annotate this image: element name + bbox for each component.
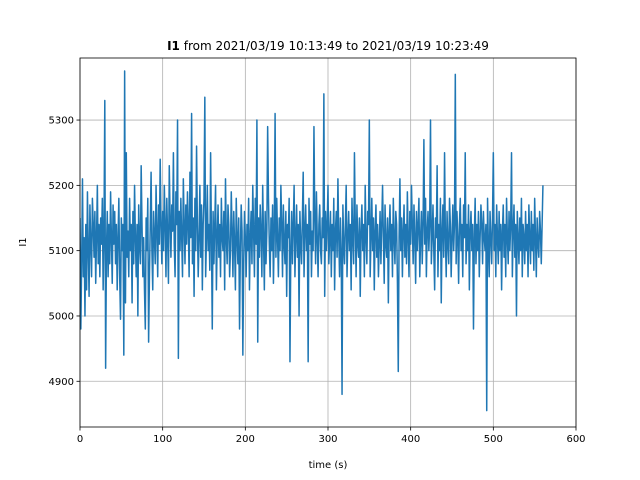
y-tick-label-5000: 5000 — [49, 311, 74, 322]
chart-title-bold: I1 — [167, 39, 180, 53]
y-tick-label-5300: 5300 — [49, 116, 74, 127]
y-axis-label: I1 — [18, 237, 29, 246]
y-tick-label-5100: 5100 — [49, 246, 74, 257]
y-tick-label-5200: 5200 — [49, 181, 74, 192]
series-line-i1 — [80, 70, 544, 412]
x-tick-label-200: 200 — [236, 434, 255, 445]
x-tick-label-600: 600 — [566, 434, 585, 445]
plot-frame — [79, 57, 577, 428]
x-tick-label-500: 500 — [484, 434, 503, 445]
x-tick-label-400: 400 — [401, 434, 420, 445]
x-tick-label-0: 0 — [77, 434, 83, 445]
y-tick-label-4900: 4900 — [49, 377, 74, 388]
x-tick-label-100: 100 — [153, 434, 172, 445]
chart-title-rest: from 2021/03/19 10:13:49 to 2021/03/19 1… — [180, 39, 489, 53]
x-tick-label-300: 300 — [318, 434, 337, 445]
chart-title: I1 from 2021/03/19 10:13:49 to 2021/03/1… — [167, 39, 489, 53]
axis-ticks: 0 100 200 300 400 500 600 4900 5000 5100 5200 5300 — [49, 116, 586, 445]
x-axis-label: time (s) — [309, 460, 348, 471]
